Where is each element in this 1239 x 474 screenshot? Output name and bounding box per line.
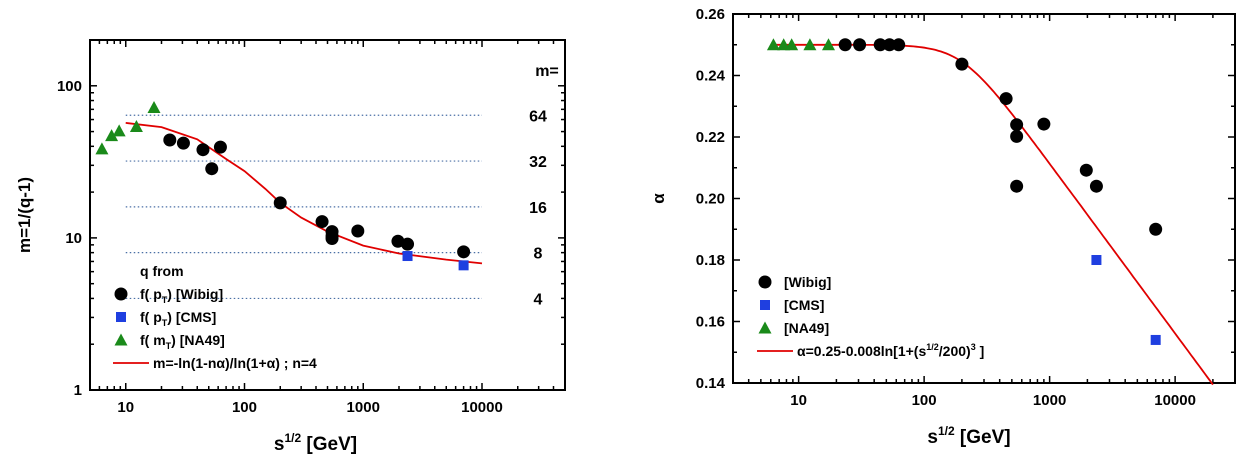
wibig-point xyxy=(196,143,210,157)
wibig-point xyxy=(401,237,415,251)
wibig-point xyxy=(213,140,227,154)
legend-label: [CMS] xyxy=(784,297,824,313)
wibig-point xyxy=(892,38,906,52)
x-axis-label: s1/2 [GeV] xyxy=(274,431,357,455)
na49-point xyxy=(105,129,119,142)
legend-marker xyxy=(116,312,126,322)
na49-point xyxy=(803,38,817,51)
wibig-point xyxy=(273,196,287,210)
x-tick-label: 100 xyxy=(232,399,257,416)
na49-point xyxy=(766,38,780,51)
cms-point xyxy=(458,260,469,271)
wibig-point xyxy=(1037,117,1051,131)
m-level-label: 16 xyxy=(529,200,547,217)
m-level-label: 64 xyxy=(529,108,547,125)
legend-label: m=-ln(1-nα)/ln(1+α) ; n=4 xyxy=(153,355,317,371)
legend-label: f( pT) [CMS] xyxy=(140,309,216,328)
y-tick-label: 0.18 xyxy=(696,252,725,269)
wibig-point xyxy=(163,133,177,147)
y-tick-label: 0.14 xyxy=(696,375,726,392)
x-tick-label: 10 xyxy=(790,392,807,409)
y-tick-label: 0.22 xyxy=(696,129,725,146)
y-tick-label: 0.24 xyxy=(696,68,726,85)
y-tick-label: 10 xyxy=(65,230,82,247)
wibig-point xyxy=(838,38,852,52)
cms-point xyxy=(402,251,413,262)
chart-alpha-vs-sqrt-s: 10 100 1000 10000 0.14 0.16 0.18 0.20 0.22 0.24 0.… xyxy=(649,6,1236,448)
wibig-point xyxy=(1010,179,1024,193)
na49-point xyxy=(129,119,143,132)
legend-label: α=0.25-0.008ln[1+(s1/2/200)3 ] xyxy=(797,342,984,359)
m-level-label: 8 xyxy=(534,246,543,263)
x-tick-label: 10000 xyxy=(461,399,503,416)
na49-point xyxy=(785,38,799,51)
wibig-point xyxy=(1079,163,1093,177)
cms-point xyxy=(1091,255,1102,265)
x-tick-label: 100 xyxy=(912,392,937,409)
m-level-label: 4 xyxy=(534,291,543,308)
y-axis-label: α xyxy=(649,193,668,204)
x-tick-label: 1000 xyxy=(347,399,380,416)
wibig-point xyxy=(457,245,471,259)
wibig-point xyxy=(1149,222,1163,236)
x-axis-label: s1/2 [GeV] xyxy=(927,424,1010,448)
chart-m-vs-sqrt-s: 10 100 1000 10000 1 10 100 s1/2 [GeV] m=1/(q-1) m… xyxy=(15,39,566,455)
legend-label: f( pT) [Wibig] xyxy=(140,286,223,305)
legend-marker xyxy=(758,275,772,289)
cms-point xyxy=(1150,334,1161,345)
y-tick-label: 0.26 xyxy=(696,6,725,23)
fit-curve xyxy=(773,43,1214,386)
y-tick-label: 0.20 xyxy=(696,191,725,208)
na49-point xyxy=(821,38,835,51)
m-level-label: 32 xyxy=(529,154,547,171)
na49-point xyxy=(147,100,161,113)
wibig-point xyxy=(1010,118,1024,132)
y-tick-label: 0.16 xyxy=(696,314,725,331)
legend-label: [NA49] xyxy=(784,320,829,336)
wibig-point xyxy=(176,136,190,150)
wibig-point xyxy=(315,215,329,229)
wibig-point xyxy=(1089,179,1103,193)
na49-point xyxy=(112,124,126,137)
wibig-point xyxy=(1010,129,1024,143)
wibig-point xyxy=(883,38,897,52)
y-tick-label: 100 xyxy=(57,78,82,95)
legend-marker xyxy=(114,287,128,301)
na49-point xyxy=(95,142,109,155)
legend-marker xyxy=(758,321,772,334)
x-tick-label: 10 xyxy=(117,399,134,416)
x-tick-label: 1000 xyxy=(1033,392,1066,409)
y-axis-label: m=1/(q-1) xyxy=(15,177,34,253)
wibig-point xyxy=(325,232,339,246)
wibig-point xyxy=(205,162,219,176)
wibig-point xyxy=(999,92,1013,106)
legend-title: q from xyxy=(140,263,184,279)
wibig-point xyxy=(351,224,365,238)
y-tick-label: 1 xyxy=(74,382,82,399)
x-tick-label: 10000 xyxy=(1154,392,1196,409)
legend-marker xyxy=(114,333,128,346)
legend-label: [Wibig] xyxy=(784,274,831,290)
wibig-point xyxy=(853,38,867,52)
wibig-point xyxy=(955,57,969,71)
wibig-point xyxy=(873,38,887,52)
m-header: m= xyxy=(535,63,559,80)
legend-marker xyxy=(760,300,770,310)
legend-label: f( mT) [NA49] xyxy=(140,332,225,351)
